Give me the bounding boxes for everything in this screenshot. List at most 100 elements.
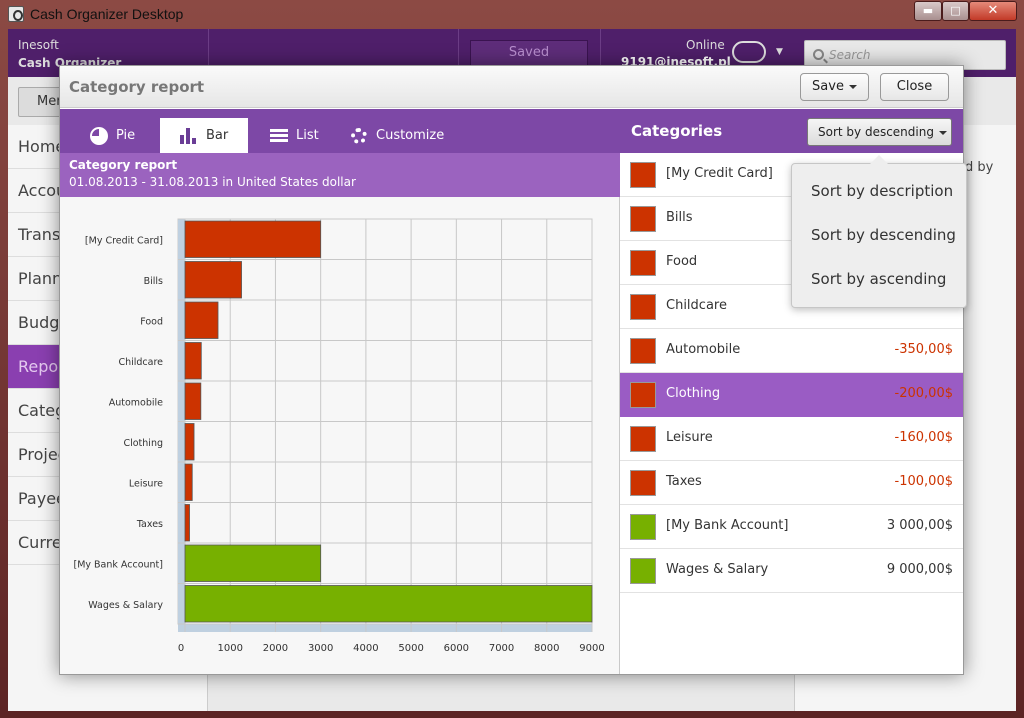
header-divider: [600, 29, 601, 77]
view-tabs: Pie Bar List Customize: [60, 109, 620, 153]
axis-band: [178, 624, 592, 632]
category-row[interactable]: Leisure -160,00$: [620, 417, 963, 461]
chevron-down-icon[interactable]: ▼: [776, 47, 783, 57]
category-name: Wages & Salary: [666, 562, 769, 577]
tab-bar[interactable]: Bar: [160, 118, 248, 153]
category-name: Leisure: [666, 430, 713, 445]
tab-list[interactable]: List: [270, 118, 350, 153]
category-label: [My Credit Card]: [85, 235, 163, 246]
category-label: Taxes: [136, 519, 163, 530]
category-label: Wages & Salary: [88, 600, 163, 611]
search-icon: [813, 49, 824, 60]
color-swatch: [630, 426, 656, 452]
category-row[interactable]: Childcare: [620, 285, 963, 329]
category-label: [My Bank Account]: [74, 559, 164, 570]
sort-option-ascending[interactable]: Sort by ascending: [811, 270, 947, 288]
category-name: Food: [666, 254, 698, 269]
tab-bar-label: Bar: [206, 128, 229, 143]
sort-dropdown-menu: Sort by description Sort by descending S…: [791, 155, 967, 308]
category-label: Childcare: [118, 357, 163, 368]
header-divider: [208, 29, 209, 77]
x-tick-label: 6000: [444, 643, 469, 654]
category-name: Automobile: [666, 342, 741, 357]
close-button[interactable]: Close: [880, 73, 949, 101]
bar: [184, 423, 195, 461]
color-swatch: [630, 558, 656, 584]
color-swatch: [630, 162, 656, 188]
category-label: Automobile: [109, 397, 163, 408]
category-row[interactable]: Clothing -200,00$: [620, 373, 963, 417]
bar-chart-svg: 0 1000 2000 3000 4000 5000 6000 7000 8000 9000 [My…: [74, 218, 605, 654]
pie-chart-icon: [90, 126, 108, 145]
tab-pie-label: Pie: [116, 128, 136, 143]
category-name: [My Bank Account]: [666, 518, 789, 533]
header-divider: [458, 29, 459, 77]
color-swatch: [630, 470, 656, 496]
axis-band: [178, 219, 185, 632]
sort-dropdown-button[interactable]: Sort by descending: [807, 118, 952, 146]
bar-chart-icon: [180, 127, 198, 144]
x-tick-label: 9000: [579, 643, 604, 654]
bar: [184, 544, 322, 582]
search-placeholder: Search: [829, 48, 871, 62]
gear-icon: [350, 127, 368, 145]
bar: [184, 463, 193, 501]
bar: [184, 342, 202, 380]
category-amount: -200,00$: [894, 386, 953, 401]
color-swatch: [630, 294, 656, 320]
category-row[interactable]: Taxes -100,00$: [620, 461, 963, 505]
sort-dropdown-label: Sort by descending: [818, 125, 934, 139]
x-tick-label: 2000: [263, 643, 288, 654]
x-tick-label: 3000: [308, 643, 333, 654]
category-amount: -160,00$: [894, 430, 953, 445]
sort-option-descending[interactable]: Sort by descending: [811, 226, 956, 244]
category-row[interactable]: Wages & Salary 9 000,00$: [620, 549, 963, 593]
x-tick-label: 1000: [217, 643, 242, 654]
dialog-title: Category report: [69, 78, 205, 96]
sort-option-description[interactable]: Sort by description: [811, 182, 954, 200]
minimize-button[interactable]: ▬: [914, 1, 942, 21]
report-subtitle: 01.08.2013 - 31.08.2013 in United States…: [69, 175, 356, 189]
bar-chart: 0 1000 2000 3000 4000 5000 6000 7000 8000 9000 [My…: [60, 197, 620, 674]
tab-pie[interactable]: Pie: [90, 118, 170, 153]
color-swatch: [630, 206, 656, 232]
dropdown-arrow: [870, 155, 888, 164]
category-amount: -100,00$: [894, 474, 953, 489]
caret-down-icon: [848, 84, 857, 89]
bar: [184, 261, 242, 299]
tab-customize[interactable]: Customize: [350, 118, 470, 153]
category-report-dialog: Category report Save Close Pie Bar List …: [59, 65, 964, 675]
bar: [184, 301, 219, 339]
caret-down-icon: [938, 130, 947, 135]
color-swatch: [630, 250, 656, 276]
report-title: Category report: [69, 158, 178, 172]
category-amount: 3 000,00$: [886, 518, 953, 533]
bar: [184, 585, 593, 623]
bar: [184, 382, 202, 420]
category-row[interactable]: Automobile -350,00$: [620, 329, 963, 373]
maximize-button[interactable]: □: [942, 1, 969, 21]
dialog-title-bar: Category report Save Close: [60, 66, 963, 108]
brand-company: Inesoft: [18, 38, 59, 52]
color-swatch: [630, 338, 656, 364]
category-amount: -350,00$: [894, 342, 953, 357]
category-row[interactable]: [My Bank Account] 3 000,00$: [620, 505, 963, 549]
cloud-icon[interactable]: [732, 41, 766, 63]
list-icon: [270, 128, 288, 143]
category-label: Bills: [144, 276, 163, 287]
window-title: Cash Organizer Desktop: [30, 6, 184, 22]
color-swatch: [630, 514, 656, 540]
categories-header: Categories Sort by descending: [620, 109, 963, 153]
categories-title: Categories: [631, 122, 723, 140]
saved-button[interactable]: Saved: [470, 40, 588, 66]
category-label: Leisure: [129, 478, 163, 489]
category-label: Food: [140, 316, 163, 327]
color-swatch: [630, 382, 656, 408]
window-close-button[interactable]: ✕: [969, 1, 1017, 21]
category-name: Childcare: [666, 298, 727, 313]
category-name: [My Credit Card]: [666, 166, 773, 181]
tab-customize-label: Customize: [376, 128, 445, 143]
x-tick-label: 0: [178, 643, 184, 654]
app-icon: [8, 6, 24, 22]
save-button[interactable]: Save: [800, 73, 869, 101]
